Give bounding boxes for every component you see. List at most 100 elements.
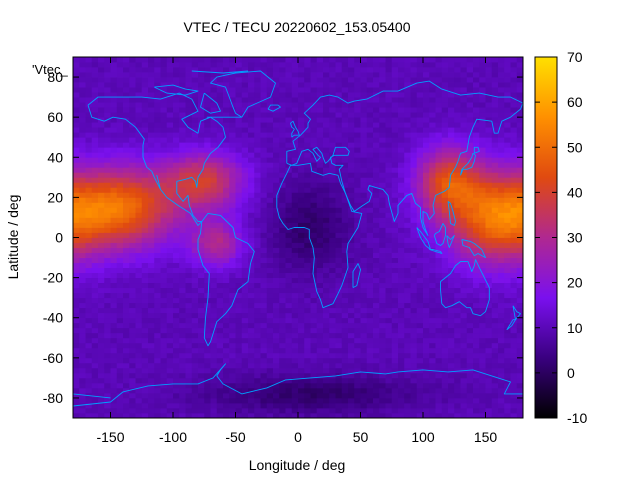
heat-cell (416, 97, 424, 103)
heat-cell (198, 142, 205, 148)
heat-cell (485, 327, 493, 334)
heat-cell (73, 132, 80, 138)
heat-cell (166, 152, 174, 158)
heat-cell (248, 377, 255, 384)
heat-cell (379, 382, 386, 389)
heat-cell (223, 97, 230, 103)
heat-cell (391, 147, 399, 153)
heat-cell (91, 177, 99, 183)
heat-cell (335, 277, 343, 284)
heat-cell (316, 87, 324, 93)
heat-cell (435, 367, 443, 374)
heat-cell (354, 347, 361, 354)
heat-cell (348, 92, 355, 98)
heat-cell (410, 372, 418, 379)
heat-cell (316, 162, 324, 168)
heat-cell (479, 242, 486, 248)
heat-cell (341, 207, 349, 213)
heat-cell (441, 402, 449, 409)
heat-cell (285, 127, 293, 133)
heat-cell (373, 407, 380, 414)
heat-cell (398, 362, 405, 369)
heat-cell (129, 177, 136, 183)
heat-cell (216, 237, 224, 243)
heat-cell (473, 307, 480, 314)
heat-cell (485, 127, 493, 133)
heat-cell (398, 157, 405, 163)
heat-cell (323, 147, 330, 153)
heat-cell (104, 167, 111, 173)
heat-cell (291, 172, 299, 178)
heat-cell (416, 237, 424, 243)
heat-cell (404, 402, 411, 409)
heat-cell (229, 412, 236, 419)
heat-cell (323, 132, 330, 138)
heat-cell (123, 102, 130, 108)
heat-cell (423, 222, 430, 228)
heat-cell (116, 377, 124, 384)
heat-cell (404, 367, 411, 374)
heat-cell (185, 367, 193, 374)
heat-cell (285, 297, 293, 304)
heat-cell (498, 152, 505, 158)
heat-cell (304, 392, 311, 399)
heat-cell (485, 237, 493, 243)
heat-cell (216, 412, 224, 419)
heat-cell (179, 307, 186, 314)
heat-cell (223, 137, 230, 143)
heat-cell (235, 177, 243, 183)
heat-cell (179, 367, 186, 374)
heat-cell (391, 302, 399, 309)
heat-cell (385, 407, 393, 414)
heat-cell (366, 72, 374, 78)
heat-cell (379, 372, 386, 379)
heat-cell (485, 242, 493, 248)
heat-cell (316, 407, 324, 414)
heat-cell (229, 132, 236, 138)
heat-cell (223, 187, 230, 193)
heat-cell (241, 122, 249, 128)
heat-cell (441, 82, 449, 88)
heat-cell (91, 272, 99, 279)
heat-cell (279, 357, 286, 364)
heat-cell (291, 237, 299, 243)
heat-cell (154, 102, 161, 108)
heat-cell (335, 302, 343, 309)
heat-cell (304, 217, 311, 223)
heat-cell (385, 332, 393, 339)
heat-cell (491, 82, 499, 88)
heat-cell (279, 192, 286, 198)
heat-cell (185, 112, 193, 118)
heat-cell (110, 217, 118, 223)
heat-cell (216, 162, 224, 168)
heat-cell (266, 327, 274, 334)
heat-cell (298, 287, 305, 294)
heat-cell (285, 157, 293, 163)
heat-cell (210, 202, 218, 208)
heat-cell (273, 92, 280, 98)
heat-cell (198, 67, 205, 73)
heat-cell (335, 247, 343, 253)
heat-cell (229, 407, 236, 414)
heat-cell (329, 97, 336, 103)
heat-cell (298, 192, 305, 198)
heat-cell (104, 387, 111, 394)
heat-cell (266, 292, 274, 299)
heat-cell (116, 57, 124, 63)
heat-cell (379, 282, 386, 289)
heat-cell (79, 282, 86, 289)
heat-cell (398, 222, 405, 228)
heat-cell (198, 377, 205, 384)
heat-cell (435, 342, 443, 349)
heat-cell (216, 172, 224, 178)
heat-cell (348, 212, 355, 218)
heat-cell (329, 182, 336, 188)
heat-cell (441, 407, 449, 414)
heat-cell (460, 252, 468, 258)
heat-cell (354, 287, 361, 294)
heat-cell (466, 127, 474, 133)
heat-cell (416, 342, 424, 349)
heat-cell (141, 122, 149, 128)
heat-cell (198, 72, 205, 78)
heat-cell (266, 397, 274, 404)
